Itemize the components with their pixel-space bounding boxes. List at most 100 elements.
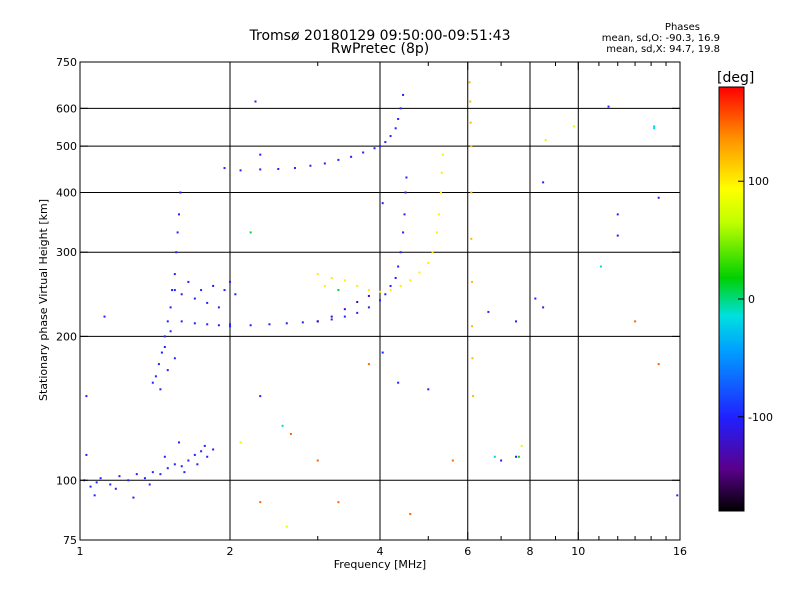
data-point (657, 363, 660, 366)
data-point (520, 444, 523, 447)
data-point (616, 234, 619, 237)
data-point (384, 293, 387, 296)
data-point (196, 463, 199, 466)
data-point (402, 93, 405, 96)
data-point (151, 381, 154, 384)
data-point (217, 324, 220, 327)
data-point (316, 459, 319, 462)
data-point (176, 231, 179, 234)
data-point (93, 494, 96, 497)
data-point (206, 301, 209, 304)
phase-stats-o: mean, sd,O: -90.3, 16.9 (601, 33, 720, 44)
data-point (127, 479, 130, 482)
data-point (249, 231, 252, 234)
data-point (166, 369, 169, 372)
data-point (399, 107, 402, 110)
data-point (487, 310, 490, 313)
x-axis-label: Frequency [MHz] (334, 558, 426, 571)
data-point (367, 289, 370, 292)
data-point (166, 320, 169, 323)
data-point (212, 284, 215, 287)
data-point (381, 351, 384, 354)
data-point (534, 297, 537, 300)
data-point (402, 231, 405, 234)
y-axis: 75 100 200 300 400 500 600 750 (56, 56, 680, 547)
data-point (289, 432, 292, 435)
data-point (389, 284, 392, 287)
data-point (89, 485, 92, 488)
data-point (103, 315, 106, 318)
data-point (187, 280, 190, 283)
data-point (177, 213, 180, 216)
data-point (440, 171, 443, 174)
data-point (163, 346, 166, 349)
data-point (249, 324, 252, 327)
data-point (223, 167, 226, 170)
data-point (404, 191, 407, 194)
data-point (173, 289, 176, 292)
data-point (259, 168, 262, 171)
data-point (163, 335, 166, 338)
data-point (330, 318, 333, 321)
data-point (607, 105, 610, 108)
data-point (109, 483, 112, 486)
data-point (132, 496, 135, 499)
data-point (229, 325, 231, 328)
data-point (175, 251, 178, 254)
data-point (173, 273, 176, 276)
data-point (135, 473, 138, 476)
data-point (409, 513, 412, 516)
data-point (193, 322, 196, 325)
data-point (418, 271, 421, 274)
data-point (337, 289, 340, 292)
data-point (143, 477, 146, 480)
data-point (437, 213, 440, 216)
data-point (343, 315, 346, 318)
data-point (114, 487, 117, 490)
data-point (180, 465, 183, 468)
y-tick-label: 75 (63, 534, 77, 547)
data-point (599, 265, 602, 268)
data-point (515, 320, 518, 323)
data-point (179, 191, 182, 194)
data-point (183, 471, 186, 474)
data-point (159, 473, 162, 476)
data-point (259, 395, 262, 398)
data-point (381, 202, 384, 205)
x-tick-label: 16 (673, 545, 687, 558)
data-point (399, 251, 402, 254)
data-point (399, 284, 402, 287)
data-point (268, 323, 271, 326)
phase-stats-title: Phases (664, 22, 700, 33)
y-tick-label: 750 (56, 56, 77, 69)
data-point (200, 289, 203, 292)
data-point (356, 311, 359, 314)
data-point (384, 141, 387, 144)
data-point (471, 325, 474, 328)
data-point (229, 280, 231, 283)
data-point (379, 299, 381, 302)
data-point (166, 467, 169, 470)
data-point (493, 455, 496, 458)
data-point (234, 293, 237, 296)
data-point (500, 459, 503, 462)
data-point (409, 279, 412, 282)
data-point (157, 363, 160, 366)
data-point (169, 330, 172, 333)
data-point (281, 424, 284, 427)
data-point (389, 135, 392, 138)
data-point (173, 463, 176, 466)
data-point (343, 279, 346, 282)
data-point (293, 167, 296, 170)
data-point (193, 453, 196, 456)
data-point (427, 261, 430, 264)
colorbar-tick-label: 100 (748, 175, 769, 188)
data-point (394, 276, 397, 279)
data-point (285, 525, 288, 528)
phase-stats-x: mean, sd,X: 94.7, 19.8 (606, 44, 720, 55)
data-point (259, 153, 262, 156)
y-tick-label: 500 (56, 140, 77, 153)
x-tick-label: 8 (527, 545, 534, 558)
data-point (163, 455, 166, 458)
data-point (309, 164, 312, 167)
